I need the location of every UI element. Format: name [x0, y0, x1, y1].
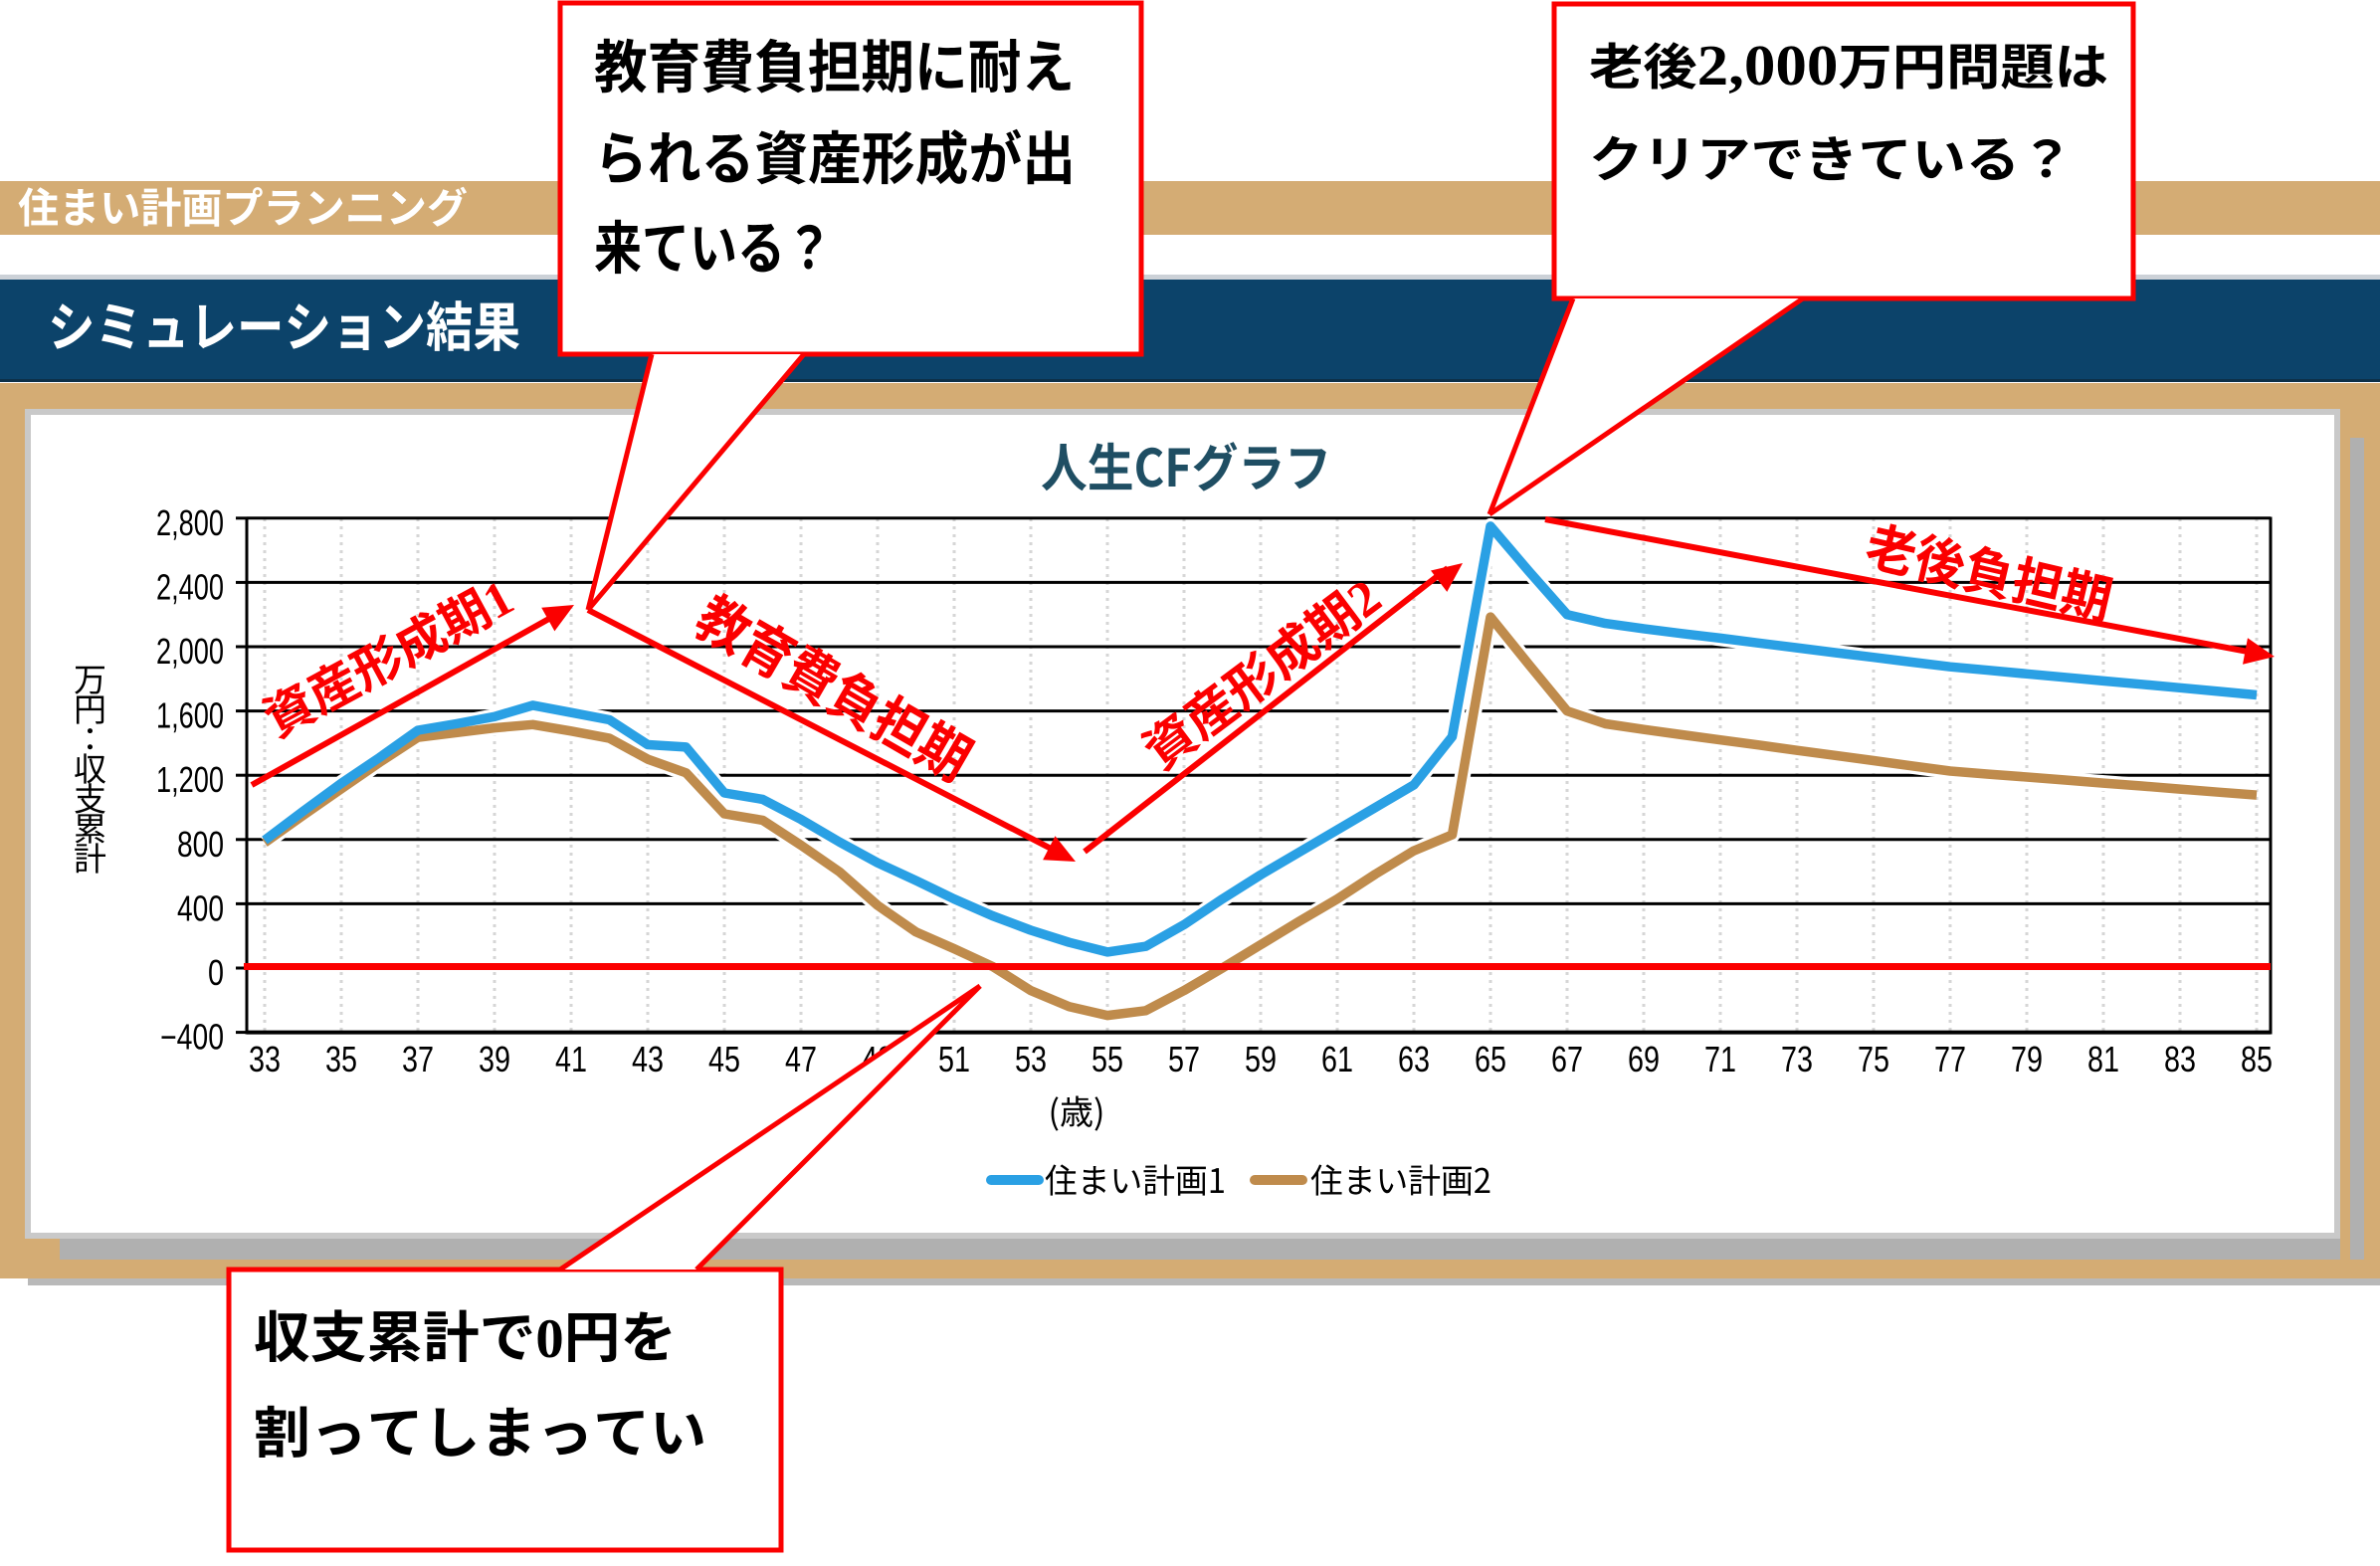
svg-text:41: 41: [555, 1039, 587, 1079]
svg-text:53: 53: [1015, 1039, 1047, 1079]
svg-text:57: 57: [1168, 1039, 1200, 1079]
svg-text:77: 77: [1934, 1039, 1966, 1079]
svg-text:45: 45: [708, 1039, 740, 1079]
svg-text:63: 63: [1398, 1039, 1430, 1079]
svg-text:55: 55: [1091, 1039, 1123, 1079]
svg-text:43: 43: [632, 1039, 664, 1079]
svg-text:69: 69: [1628, 1039, 1660, 1079]
svg-text:83: 83: [2164, 1039, 2196, 1079]
svg-text:35: 35: [325, 1039, 357, 1079]
svg-text:85: 85: [2241, 1039, 2273, 1079]
svg-text:51: 51: [938, 1039, 970, 1079]
svg-text:73: 73: [1781, 1039, 1813, 1079]
svg-text:59: 59: [1245, 1039, 1277, 1079]
svg-text:33: 33: [249, 1039, 281, 1079]
svg-text:37: 37: [402, 1039, 434, 1079]
svg-text:61: 61: [1321, 1039, 1353, 1079]
svg-text:65: 65: [1475, 1039, 1506, 1079]
svg-text:800: 800: [177, 824, 224, 865]
svg-text:67: 67: [1551, 1039, 1583, 1079]
svg-text:0: 0: [208, 952, 224, 993]
svg-text:81: 81: [2087, 1039, 2119, 1079]
svg-text:1,200: 1,200: [156, 759, 224, 800]
svg-text:1,600: 1,600: [156, 695, 224, 736]
svg-text:2,400: 2,400: [156, 566, 224, 607]
svg-text:2,800: 2,800: [156, 502, 224, 543]
svg-text:39: 39: [479, 1039, 510, 1079]
svg-text:2,000: 2,000: [156, 631, 224, 672]
svg-text:75: 75: [1858, 1039, 1889, 1079]
svg-text:400: 400: [177, 887, 224, 928]
svg-text:47: 47: [785, 1039, 817, 1079]
svg-text:71: 71: [1704, 1039, 1736, 1079]
svg-text:−400: −400: [160, 1017, 224, 1058]
svg-text:79: 79: [2011, 1039, 2043, 1079]
